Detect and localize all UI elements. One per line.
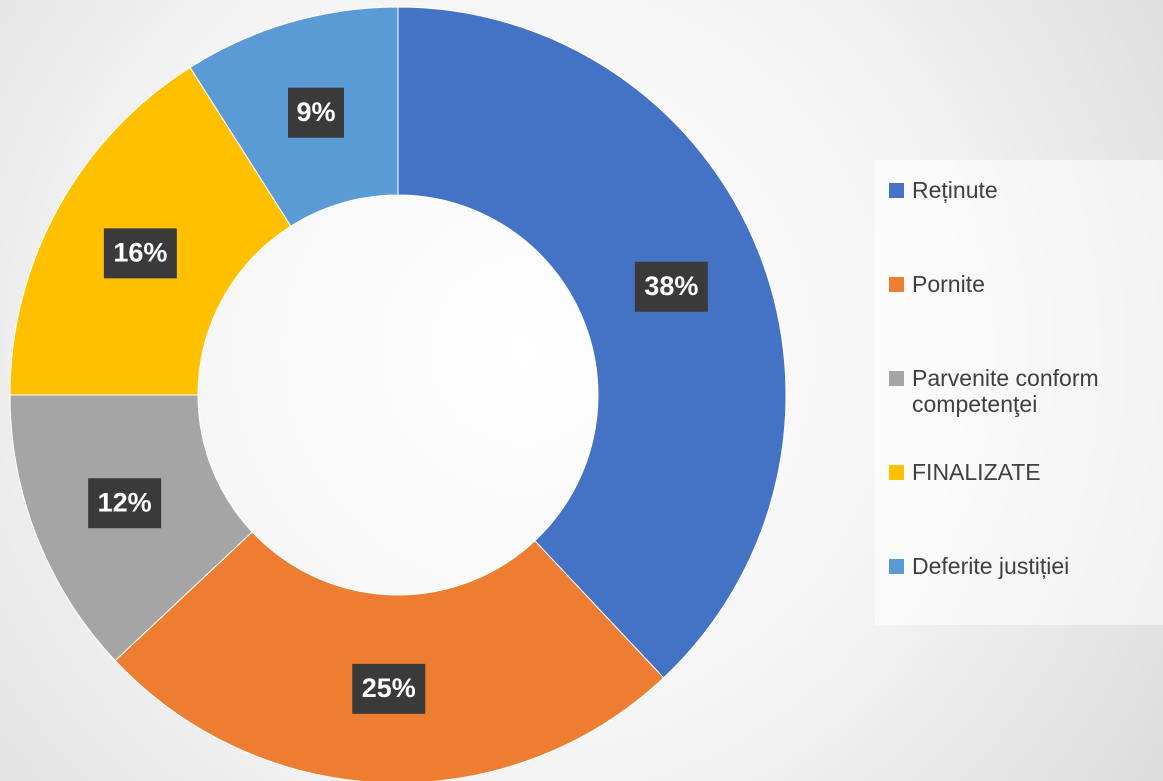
legend-item: Deferite justiției bbox=[889, 553, 1159, 579]
data-label-box bbox=[287, 87, 344, 138]
data-label-box bbox=[634, 261, 708, 312]
legend-swatch bbox=[889, 277, 904, 292]
legend-label: Deferite justiției bbox=[912, 553, 1070, 579]
legend: Reținute Pornite Parvenite conform compete… bbox=[875, 160, 1163, 625]
legend-swatch bbox=[889, 559, 904, 574]
legend-swatch bbox=[889, 183, 904, 198]
data-label: 12% bbox=[98, 487, 152, 517]
legend-label: FINALIZATE bbox=[912, 459, 1041, 485]
donut-segment bbox=[114, 531, 665, 781]
data-label-box bbox=[88, 478, 162, 529]
legend-item: Reținute bbox=[889, 177, 1159, 203]
data-label: 38% bbox=[644, 271, 698, 301]
legend-swatch bbox=[889, 371, 904, 386]
legend-label: Pornite bbox=[912, 271, 985, 297]
donut-segment bbox=[397, 6, 787, 679]
data-label: 16% bbox=[113, 237, 167, 267]
legend-label: Parvenite conform competenţei bbox=[912, 365, 1099, 417]
legend-swatch bbox=[889, 465, 904, 480]
legend-item: Parvenite conform competenţei bbox=[889, 365, 1159, 417]
legend-item: Pornite bbox=[889, 271, 1159, 297]
data-label-box bbox=[352, 663, 426, 714]
legend-label: Reținute bbox=[912, 177, 998, 203]
data-label-box bbox=[103, 228, 177, 279]
data-label: 9% bbox=[296, 97, 335, 127]
legend-item: FINALIZATE bbox=[889, 459, 1159, 485]
chart: 38% 25% 12% 16% 9% bbox=[9, 6, 787, 781]
data-label: 25% bbox=[362, 673, 416, 703]
